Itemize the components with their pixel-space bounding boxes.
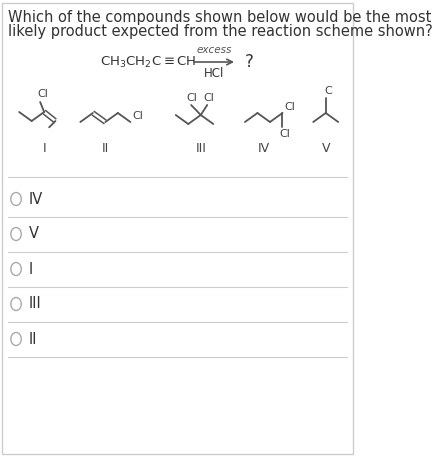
Text: HCl: HCl bbox=[204, 67, 224, 80]
Text: IV: IV bbox=[29, 191, 43, 207]
Text: II: II bbox=[102, 142, 109, 155]
Text: I: I bbox=[42, 142, 46, 155]
Text: III: III bbox=[195, 142, 206, 155]
Text: V: V bbox=[29, 227, 39, 241]
Text: C: C bbox=[324, 86, 332, 96]
Text: Cl: Cl bbox=[132, 111, 143, 121]
Text: III: III bbox=[29, 297, 42, 312]
Text: likely product expected from the reaction scheme shown?: likely product expected from the reactio… bbox=[8, 24, 433, 39]
Text: IV: IV bbox=[258, 142, 270, 155]
Text: Which of the compounds shown below would be the most: Which of the compounds shown below would… bbox=[8, 10, 431, 25]
Text: I: I bbox=[29, 261, 33, 276]
Text: excess: excess bbox=[196, 45, 232, 55]
Text: Cl: Cl bbox=[203, 93, 214, 103]
Text: Cl: Cl bbox=[186, 93, 197, 103]
Text: II: II bbox=[29, 331, 37, 346]
Text: CH$_3$CH$_2$C$\equiv$CH: CH$_3$CH$_2$C$\equiv$CH bbox=[101, 54, 197, 69]
Text: Cl: Cl bbox=[38, 89, 49, 99]
Text: Cl: Cl bbox=[279, 129, 290, 139]
Text: Cl: Cl bbox=[284, 102, 295, 112]
Text: V: V bbox=[321, 142, 330, 155]
Text: ?: ? bbox=[245, 53, 254, 71]
